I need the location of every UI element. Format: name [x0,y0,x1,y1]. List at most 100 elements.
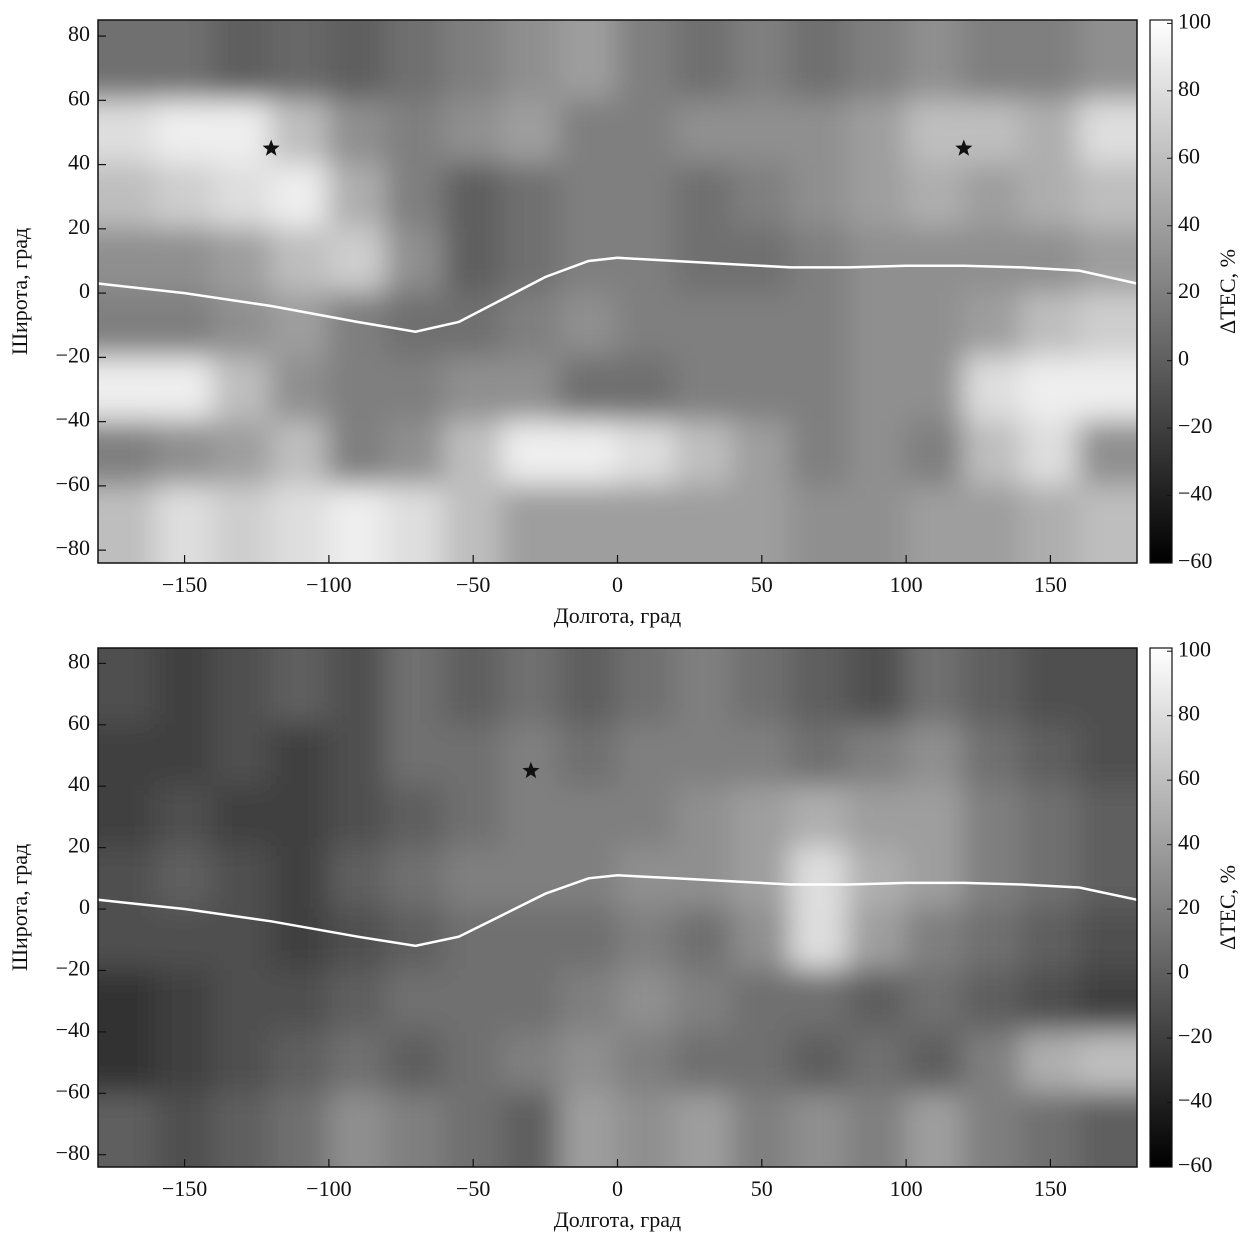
heatmap-cell [558,484,619,563]
heatmap-cell [905,484,965,563]
heatmap [98,648,1137,1167]
heatmap-cell [98,908,157,972]
heatmap-cell [847,484,908,563]
event-star [522,761,540,779]
heatmap-cell [154,785,215,849]
heatmap-cell [847,846,908,911]
heatmap-cell [212,785,273,849]
heatmap-cell [1078,484,1137,563]
heatmap-cell [270,723,330,788]
colorbar-tick-label: 60 [1178,765,1200,790]
y-axis-label: Широта, град [7,844,32,971]
heatmap-cell [962,356,1023,423]
heatmap-cell [731,20,792,102]
heatmap-cell [443,292,504,359]
heatmap-cell [731,723,792,788]
heatmap-cell [962,292,1023,359]
heatmap-cell [558,356,619,423]
heatmap-cell [98,1030,157,1095]
heatmap-cell [212,420,273,487]
heatmap-cell [905,846,965,911]
heatmap-cell [443,846,504,911]
heatmap-cell [558,99,619,166]
heatmap-cell [962,420,1023,487]
x-tick-label: −50 [456,572,490,597]
y-tick-label: 60 [68,85,90,110]
heatmap-cell [327,785,388,849]
heatmap-cell [962,648,1023,726]
heatmap-cell [501,1030,561,1095]
heatmap-cell [501,292,561,359]
heatmap-cell [616,908,677,972]
heatmap-cell [501,227,561,295]
heatmap-cell [847,20,908,102]
heatmap-cell [98,420,157,487]
x-tick-label: −150 [162,572,207,597]
colorbar-tick-label: −60 [1178,548,1212,573]
heatmap-cell [385,648,446,726]
heatmap-cell [443,969,504,1033]
heatmap-cell [962,846,1023,911]
colorbar [1149,647,1173,1168]
heatmap-cell [1020,908,1081,972]
heatmap-cell [847,99,908,166]
heatmap-cell [270,1092,330,1167]
heatmap-cell [327,846,388,911]
heatmap-cell [98,648,157,726]
heatmap-cell [731,1092,792,1167]
colorbar-tick-label: 0 [1178,959,1189,984]
heatmap-cell [212,969,273,1033]
heatmap-cell [674,1030,734,1095]
heatmap-cell [1020,356,1081,423]
heatmap-cell [847,356,908,423]
heatmap-cell [674,99,734,166]
heatmap-cell [327,163,388,230]
heatmap-cell [385,785,446,849]
x-tick-label: 50 [751,1176,773,1201]
heatmap-cell [731,969,792,1033]
y-tick-label: −80 [56,535,90,560]
heatmap-cell [1078,785,1137,849]
heatmap-cell [212,723,273,788]
heatmap-cell [443,648,504,726]
heatmap-cell [731,292,792,359]
colorbar-tick-label: −20 [1178,413,1212,438]
heatmap-cell [558,420,619,487]
heatmap-cell [558,648,619,726]
y-tick-label: −60 [56,471,90,496]
heatmap-cell [674,163,734,230]
heatmap-cell [616,20,677,102]
y-tick-label: −20 [56,956,90,981]
heatmap-cell [789,292,850,359]
y-tick-label: 0 [79,278,90,303]
heatmap-cell [212,227,273,295]
heatmap-cell [501,420,561,487]
heatmap-cell [731,163,792,230]
heatmap-cell [731,648,792,726]
heatmap-cell [443,420,504,487]
heatmap-cell [1020,1030,1081,1095]
heatmap-cell [443,785,504,849]
heatmap-cell [789,785,850,849]
heatmap-cell [674,1092,734,1167]
heatmap-cell [212,356,273,423]
heatmap-cell [558,785,619,849]
heatmap-cell [847,648,908,726]
heatmap-cell [385,99,446,166]
heatmap-cell [731,846,792,911]
heatmap-cell [154,20,215,102]
heatmap-cell [154,356,215,423]
heatmap [98,20,1137,563]
heatmap-cell [212,292,273,359]
heatmap-cell [1078,20,1137,102]
colorbar-tick-label: −40 [1178,481,1212,506]
heatmap-cell [385,846,446,911]
heatmap-cell [501,20,561,102]
heatmap-cell [789,723,850,788]
heatmap-cell [731,1030,792,1095]
x-tick-label: 100 [890,1176,923,1201]
map-area [98,20,1137,563]
heatmap-cell [789,356,850,423]
heatmap-cell [98,227,157,295]
x-tick-label: 0 [612,572,623,597]
